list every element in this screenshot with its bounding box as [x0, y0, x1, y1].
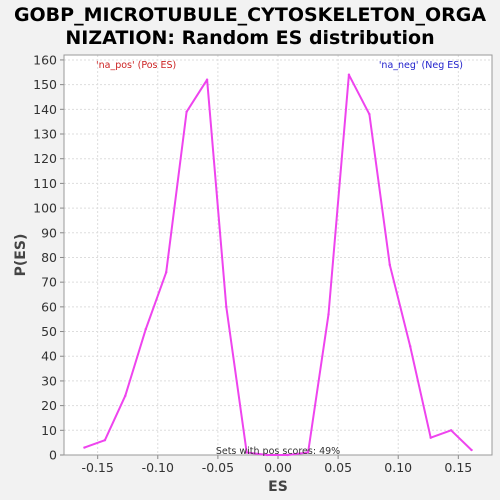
data-point	[185, 110, 188, 113]
y-tick-label: 30	[41, 373, 57, 388]
data-point	[124, 394, 127, 397]
x-tick-label: 0.05	[324, 460, 352, 475]
data-point	[368, 113, 371, 116]
data-point	[409, 345, 412, 348]
pos-es-label: 'na_pos' (Pos ES)	[96, 60, 176, 71]
gridlines	[64, 55, 492, 456]
x-tick-label: -0.05	[202, 460, 234, 475]
y-tick-label: 60	[41, 299, 57, 314]
y-tick-label: 120	[33, 151, 57, 166]
x-tick-label: 0.10	[384, 460, 412, 475]
y-tick-label: 90	[41, 225, 57, 240]
neg-es-label: 'na_neg' (Neg ES)	[379, 60, 463, 71]
data-point	[83, 446, 86, 449]
y-tick-label: 70	[41, 275, 57, 290]
y-tick-label: 110	[33, 176, 57, 191]
y-tick-label: 40	[41, 349, 57, 364]
y-tick-label: 160	[33, 52, 57, 67]
data-point	[286, 453, 289, 457]
data-point	[144, 327, 147, 331]
data-point	[245, 451, 248, 454]
data-point	[265, 453, 269, 457]
y-tick-label: 140	[33, 102, 57, 117]
es-distribution-line	[84, 73, 473, 456]
y-tick-label: 10	[41, 423, 57, 438]
x-tick-label: -0.15	[81, 460, 113, 475]
data-point	[164, 271, 168, 274]
y-tick-label: 0	[49, 448, 57, 463]
x-tick-label: 0.00	[264, 460, 292, 475]
data-point	[347, 73, 351, 76]
data-point	[388, 263, 392, 267]
y-tick-label: 130	[33, 127, 57, 142]
chart-title-line-2: NIZATION: Random ES distribution	[65, 27, 434, 49]
data-point	[306, 451, 310, 454]
sets-pos-note: Sets with pos scores: 49%	[216, 446, 340, 457]
series-group	[83, 73, 473, 457]
y-tick-label: 80	[41, 250, 57, 265]
data-point	[470, 448, 473, 452]
data-point	[429, 436, 432, 439]
data-point	[205, 78, 209, 81]
y-tick-label: 100	[33, 201, 57, 216]
y-tick-label: 150	[33, 77, 57, 92]
chart-title-line-1: GOBP_MICROTUBULE_CYTOSKELETON_ORGA	[14, 4, 486, 26]
data-point	[449, 429, 453, 432]
data-point	[103, 438, 107, 442]
y-tick-label: 50	[41, 324, 57, 339]
x-tick-label: -0.10	[142, 460, 174, 475]
y-tick-label: 20	[41, 398, 57, 413]
data-point	[327, 313, 330, 316]
x-tick-label: 0.15	[444, 460, 472, 475]
y-axis-label: P(ES)	[13, 234, 29, 277]
data-point	[225, 305, 228, 309]
x-axis-label: ES	[268, 479, 288, 495]
